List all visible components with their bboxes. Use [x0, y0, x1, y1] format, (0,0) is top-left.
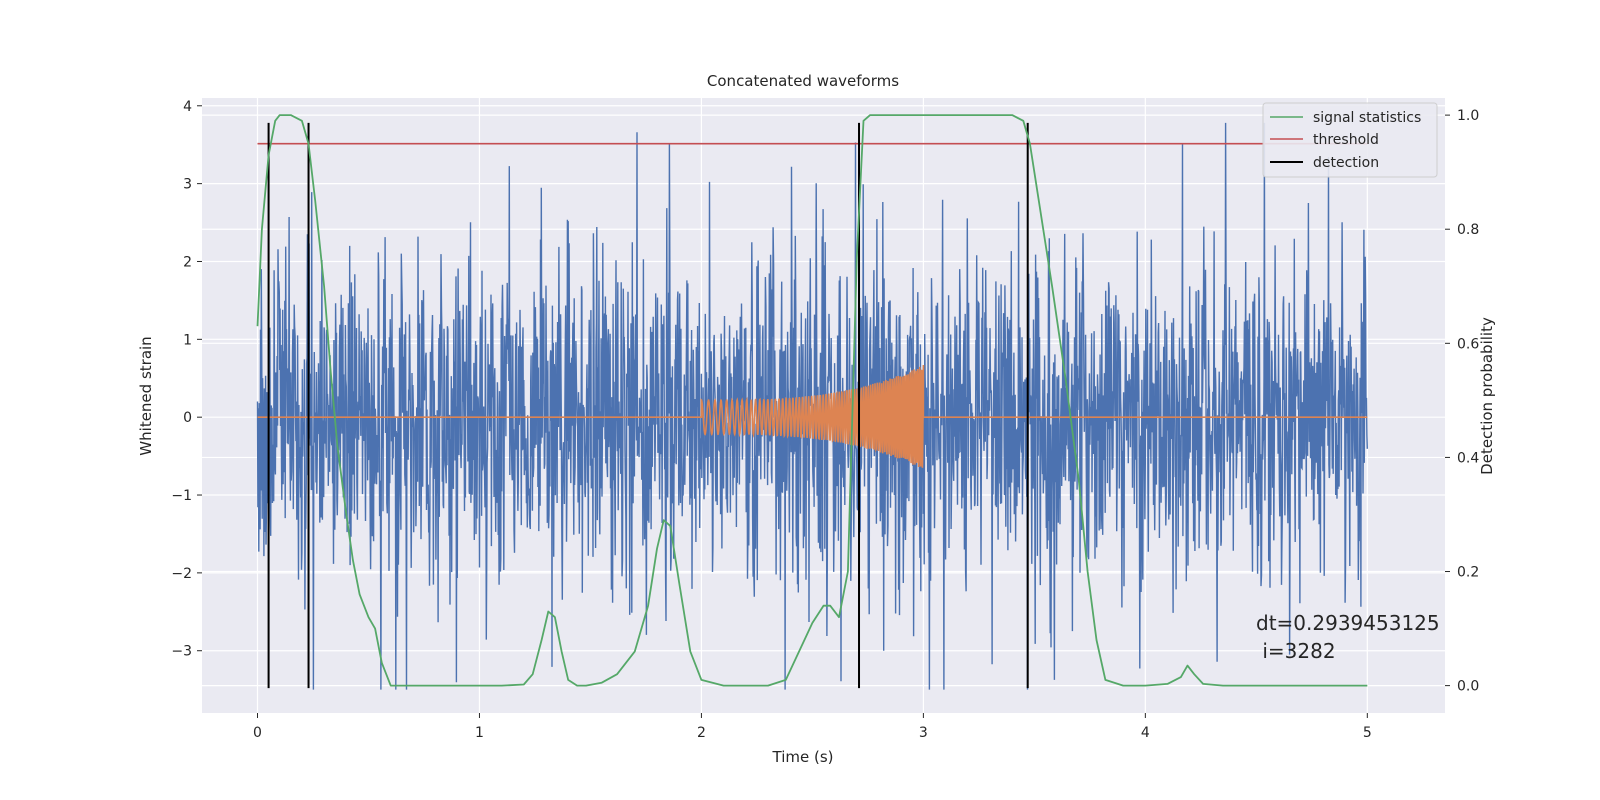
- x-tick-label: 1: [475, 725, 484, 741]
- y2-tick-label: 0.6: [1457, 336, 1479, 352]
- y2-tick-label: 0.4: [1457, 450, 1479, 466]
- x-tick-label: 4: [1141, 725, 1150, 741]
- y-tick-label: 4: [183, 99, 192, 115]
- x-tick-label: 5: [1363, 725, 1372, 741]
- y-tick-label: 1: [183, 332, 192, 348]
- annotation-dt: dt=0.2939453125: [1256, 611, 1440, 635]
- y2-tick-label: 0.8: [1457, 222, 1479, 238]
- y-tick-label: −2: [171, 566, 192, 582]
- y-tick-label: −1: [171, 488, 192, 504]
- chart-title: Concatenated waveforms: [707, 72, 899, 90]
- y-tick-label: −3: [171, 644, 192, 660]
- grid-lines: [202, 98, 1445, 713]
- legend: signal statistics threshold detection: [1262, 102, 1438, 178]
- legend-label-statistics: signal statistics: [1313, 110, 1421, 126]
- y2-axis-label: Detection probability: [1478, 317, 1496, 475]
- x-axis-label: Time (s): [772, 748, 834, 766]
- y2-tick-label: 0.2: [1457, 565, 1479, 581]
- data-series: [256, 114, 1368, 690]
- y-tick-label: 2: [183, 254, 192, 270]
- legend-label-detection: detection: [1313, 155, 1379, 171]
- injected-signal-series: [257, 364, 1368, 468]
- axis-ticks: 0 1 2 3 4 5 4 3 2 1 0 −1 −2 −3 1.0 0.8 0.6 0.4 0.2 0.0: [171, 99, 1479, 741]
- y2-tick-label: 0.0: [1457, 679, 1479, 695]
- y-tick-label: 3: [183, 177, 192, 193]
- legend-box: [1262, 102, 1438, 178]
- x-tick-label: 2: [697, 725, 706, 741]
- x-tick-label: 0: [253, 725, 262, 741]
- x-tick-label: 3: [919, 725, 928, 741]
- legend-label-threshold: threshold: [1313, 132, 1379, 148]
- y-axis-label: Whitened strain: [137, 336, 155, 455]
- y2-tick-label: 1.0: [1457, 108, 1479, 124]
- y-tick-label: 0: [183, 410, 192, 426]
- signal-statistics-series: [256, 114, 1368, 687]
- annotation-index: i=3282: [1256, 639, 1336, 663]
